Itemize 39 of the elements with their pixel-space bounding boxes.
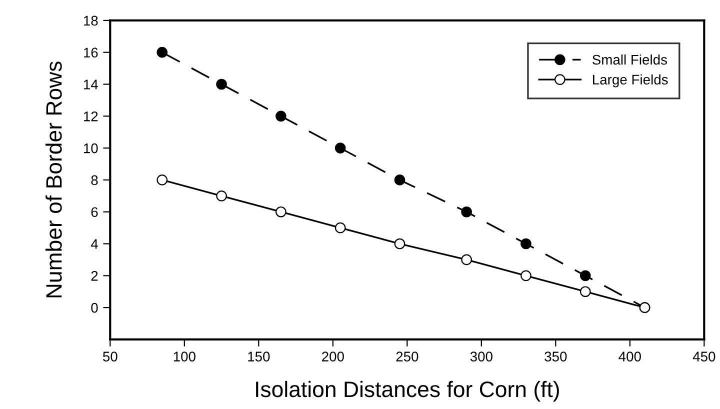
point xyxy=(580,286,591,298)
point xyxy=(461,254,472,266)
point xyxy=(580,270,591,282)
y-tick-label: 2 xyxy=(91,271,98,281)
x-tick-label: 350 xyxy=(544,352,567,362)
point xyxy=(276,110,286,122)
point xyxy=(156,46,168,58)
point xyxy=(461,206,472,218)
y-axis-title: Number of Border Rows xyxy=(46,62,62,298)
y-tick-label: 12 xyxy=(84,111,98,122)
point xyxy=(394,174,406,186)
y-tick-label: 10 xyxy=(84,143,98,154)
y-tick-label: 8 xyxy=(91,175,98,186)
point xyxy=(276,206,286,218)
point xyxy=(216,190,227,202)
y-tick-label: 14 xyxy=(84,80,98,90)
x-tick-label: 400 xyxy=(618,352,641,362)
x-tick-label: 300 xyxy=(470,352,492,362)
x-tick-label: 250 xyxy=(396,352,418,362)
x-tick-label: 50 xyxy=(102,352,118,362)
x-tick-label: 200 xyxy=(322,352,344,362)
point xyxy=(520,238,532,250)
legend-label: Large Fields xyxy=(593,74,668,88)
x-axis-title: Isolation Distances for Corn (ft) xyxy=(256,380,559,402)
y-tick-label: 0 xyxy=(91,302,98,313)
y-tick-label: 18 xyxy=(84,16,98,26)
point xyxy=(334,142,346,154)
y-tick-label: 16 xyxy=(84,48,98,58)
point xyxy=(394,238,406,250)
point xyxy=(334,222,346,234)
y-tick-label: 4 xyxy=(90,239,98,249)
x-tick-label: 100 xyxy=(174,352,196,362)
point xyxy=(520,270,532,282)
point xyxy=(156,174,168,186)
x-tick-label: 450 xyxy=(692,352,716,362)
y-tick-label: 6 xyxy=(91,207,98,218)
x-tick-label: 150 xyxy=(248,352,270,362)
legend-label: Small Fields xyxy=(592,54,667,65)
point xyxy=(216,78,227,90)
